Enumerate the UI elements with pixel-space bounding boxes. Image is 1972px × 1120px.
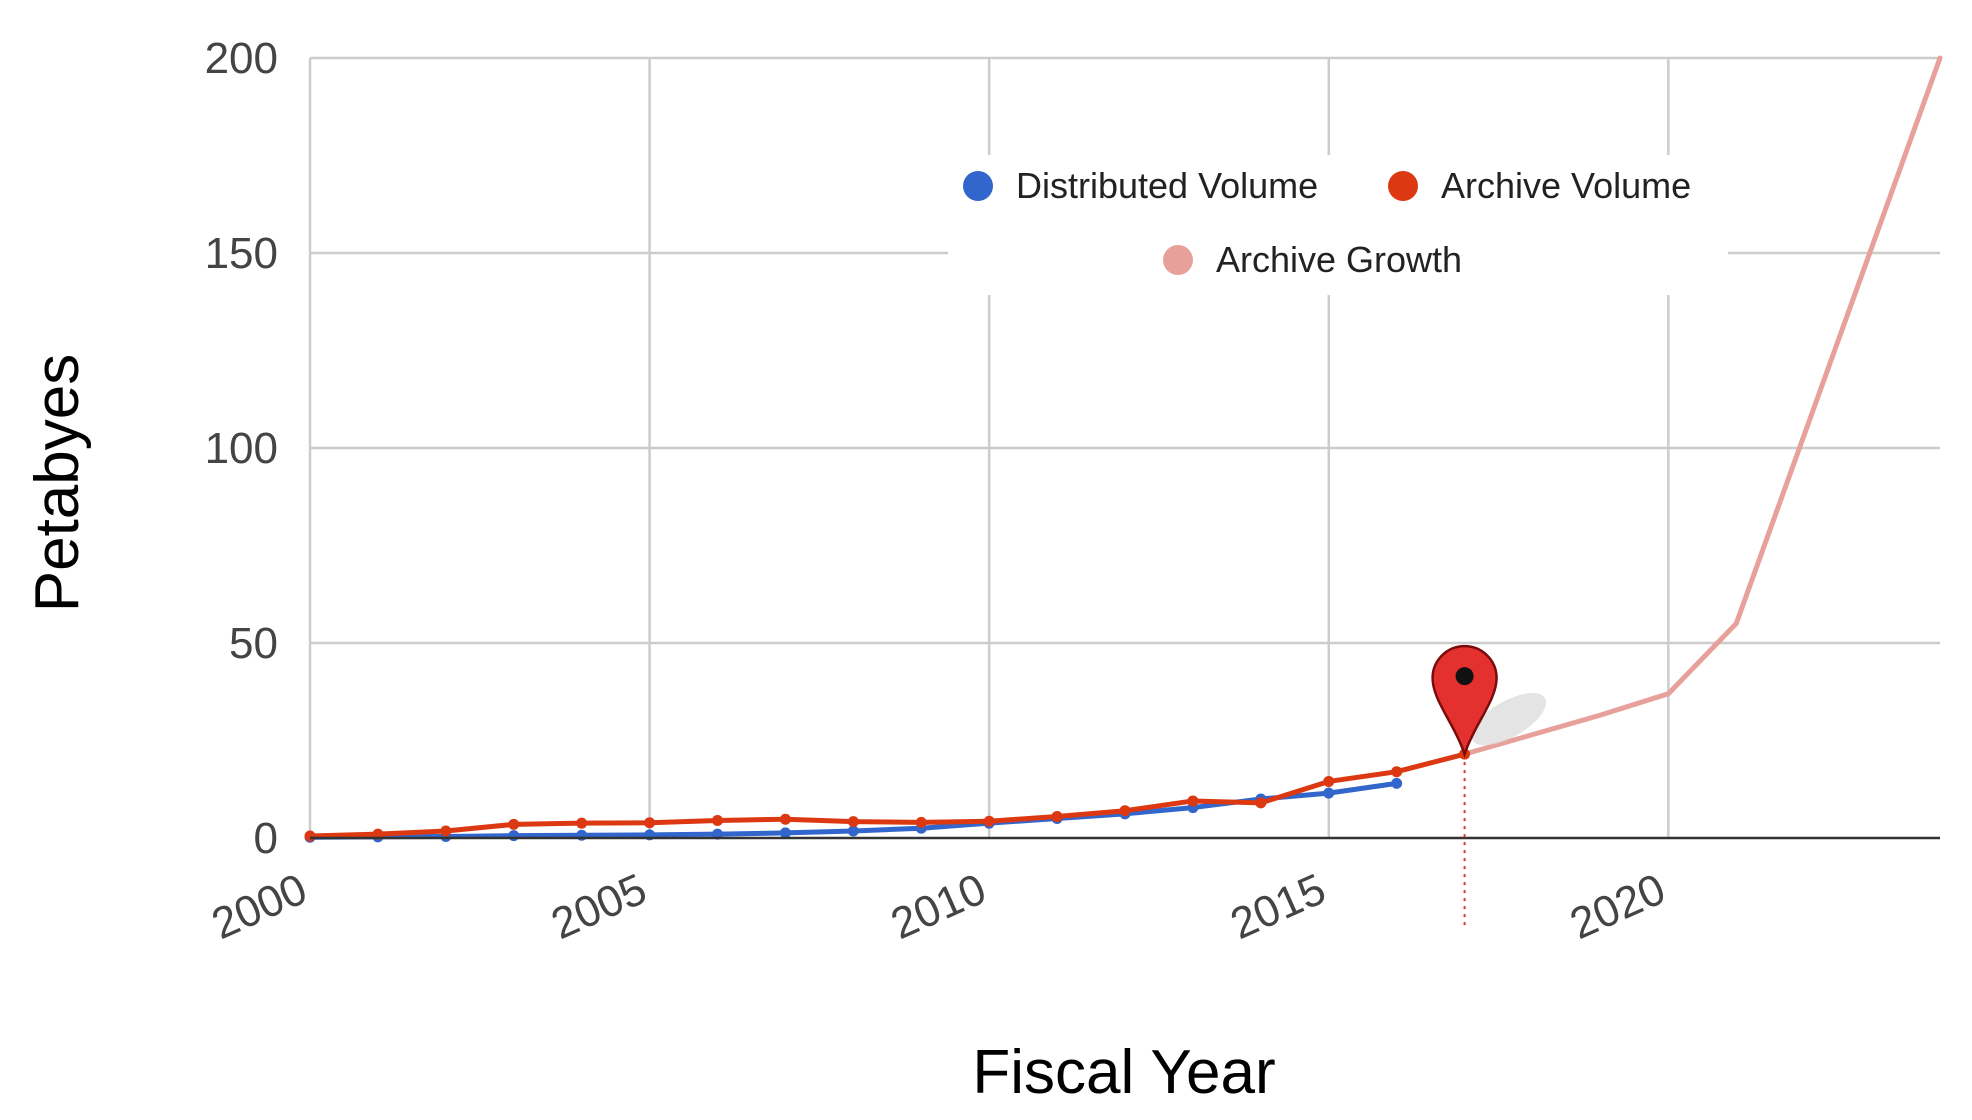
x-axis-title: Fiscal Year bbox=[972, 1038, 1275, 1107]
data-point-archive-volume[interactable] bbox=[440, 825, 452, 837]
y-tick-label: 150 bbox=[205, 229, 278, 278]
data-point-archive-volume[interactable] bbox=[1323, 775, 1335, 787]
marker-shadow bbox=[1471, 692, 1547, 746]
series-line-archive-volume[interactable] bbox=[307, 751, 1468, 839]
axes: 0 50 100 150 200 2000 2005 2010 2015 2020 bbox=[205, 34, 1940, 949]
x-tick-label: 2010 bbox=[884, 864, 993, 949]
data-point-distributed-volume[interactable] bbox=[1391, 777, 1403, 789]
data-point-archive-volume[interactable] bbox=[1255, 797, 1267, 809]
legend-swatch-archive-growth bbox=[1163, 245, 1193, 275]
series-line-archive-growth[interactable] bbox=[1462, 55, 1943, 757]
data-point-archive-volume[interactable] bbox=[508, 818, 520, 830]
data-point-archive-volume[interactable] bbox=[712, 814, 723, 826]
data-point-archive-volume[interactable] bbox=[304, 830, 316, 842]
y-tick-label: 50 bbox=[229, 619, 278, 668]
map-pin-marker[interactable] bbox=[1431, 644, 1554, 926]
data-point-distributed-volume[interactable] bbox=[847, 825, 859, 837]
legend-swatch-distributed bbox=[963, 171, 993, 201]
x-tick-label: 2005 bbox=[544, 864, 653, 949]
y-tick-label: 0 bbox=[254, 814, 278, 863]
x-tick-label: 2020 bbox=[1563, 864, 1672, 949]
data-point-archive-volume[interactable] bbox=[1187, 795, 1199, 807]
data-point-archive-volume[interactable] bbox=[983, 815, 995, 827]
y-tick-label: 200 bbox=[205, 34, 278, 83]
data-point-archive-volume[interactable] bbox=[644, 817, 656, 829]
data-point-archive-volume[interactable] bbox=[779, 813, 791, 825]
data-point-archive-volume[interactable] bbox=[915, 816, 927, 828]
legend-swatch-archive bbox=[1388, 171, 1418, 201]
data-point-archive-volume[interactable] bbox=[1119, 805, 1131, 817]
legend-label-archive-growth[interactable]: Archive Growth bbox=[1216, 239, 1462, 280]
data-point-archive-volume[interactable] bbox=[1391, 766, 1403, 778]
legend-label-archive[interactable]: Archive Volume bbox=[1441, 165, 1691, 206]
y-axis-title: Petabyes bbox=[23, 354, 92, 613]
data-point-distributed-volume[interactable] bbox=[779, 827, 791, 839]
map-pin-center-dot bbox=[1455, 667, 1474, 686]
data-point-archive-volume[interactable] bbox=[847, 816, 859, 828]
data-point-archive-volume[interactable] bbox=[576, 817, 588, 829]
x-tick-label: 2015 bbox=[1223, 864, 1332, 949]
legend: Distributed Volume Archive Volume Archiv… bbox=[948, 155, 1728, 295]
series-layer bbox=[304, 55, 1943, 843]
y-tick-label: 100 bbox=[205, 424, 278, 473]
data-point-distributed-volume[interactable] bbox=[508, 830, 520, 842]
data-point-distributed-volume[interactable] bbox=[1323, 787, 1335, 799]
x-tick-label: 2000 bbox=[205, 864, 314, 949]
data-point-archive-volume[interactable] bbox=[1051, 811, 1063, 823]
map-pin-icon bbox=[1431, 644, 1498, 759]
legend-label-distributed[interactable]: Distributed Volume bbox=[1016, 165, 1318, 206]
